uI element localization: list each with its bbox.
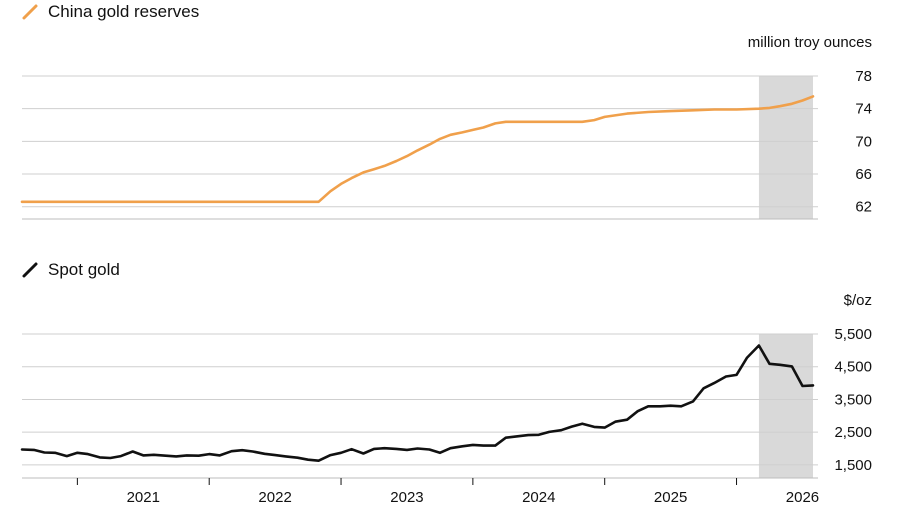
ytick-label-0-4: 78: [855, 68, 872, 85]
series-line-0-0: [20, 95, 815, 204]
ytick-label-0-3: 74: [855, 101, 872, 118]
xtick-label-3: 2024: [522, 489, 555, 506]
ytick-label-1-4: 5,500: [834, 326, 872, 343]
xtick-label-0: 2021: [127, 489, 160, 506]
series-line-1-0: [20, 344, 815, 463]
highlight-band-1: [758, 334, 813, 478]
unit-label-dollars-per-ounce: $/oz: [843, 292, 872, 309]
xtick-label-2: 2023: [390, 489, 423, 506]
highlight-band-0: [758, 76, 813, 219]
ytick-label-0-1: 66: [855, 166, 872, 183]
ytick-label-1-1: 2,500: [834, 424, 872, 441]
legend-label-china-gold-reserves: China gold reserves: [48, 2, 200, 21]
xtick-label-4: 2025: [654, 489, 687, 506]
xtick-label-1: 2022: [258, 489, 291, 506]
legend-swatch-1: [22, 262, 38, 278]
ytick-label-1-0: 1,500: [834, 457, 872, 474]
ytick-label-1-3: 4,500: [834, 359, 872, 376]
ytick-label-0-2: 70: [855, 133, 872, 150]
legend-label-spot-gold: Spot gold: [48, 260, 120, 279]
legend-swatch-0: [22, 4, 38, 20]
xtick-label-5: 2026: [786, 489, 819, 506]
ytick-label-1-2: 3,500: [834, 391, 872, 408]
ytick-label-0-0: 62: [855, 199, 872, 216]
unit-label-million-troy-ounces: million troy ounces: [747, 34, 872, 51]
